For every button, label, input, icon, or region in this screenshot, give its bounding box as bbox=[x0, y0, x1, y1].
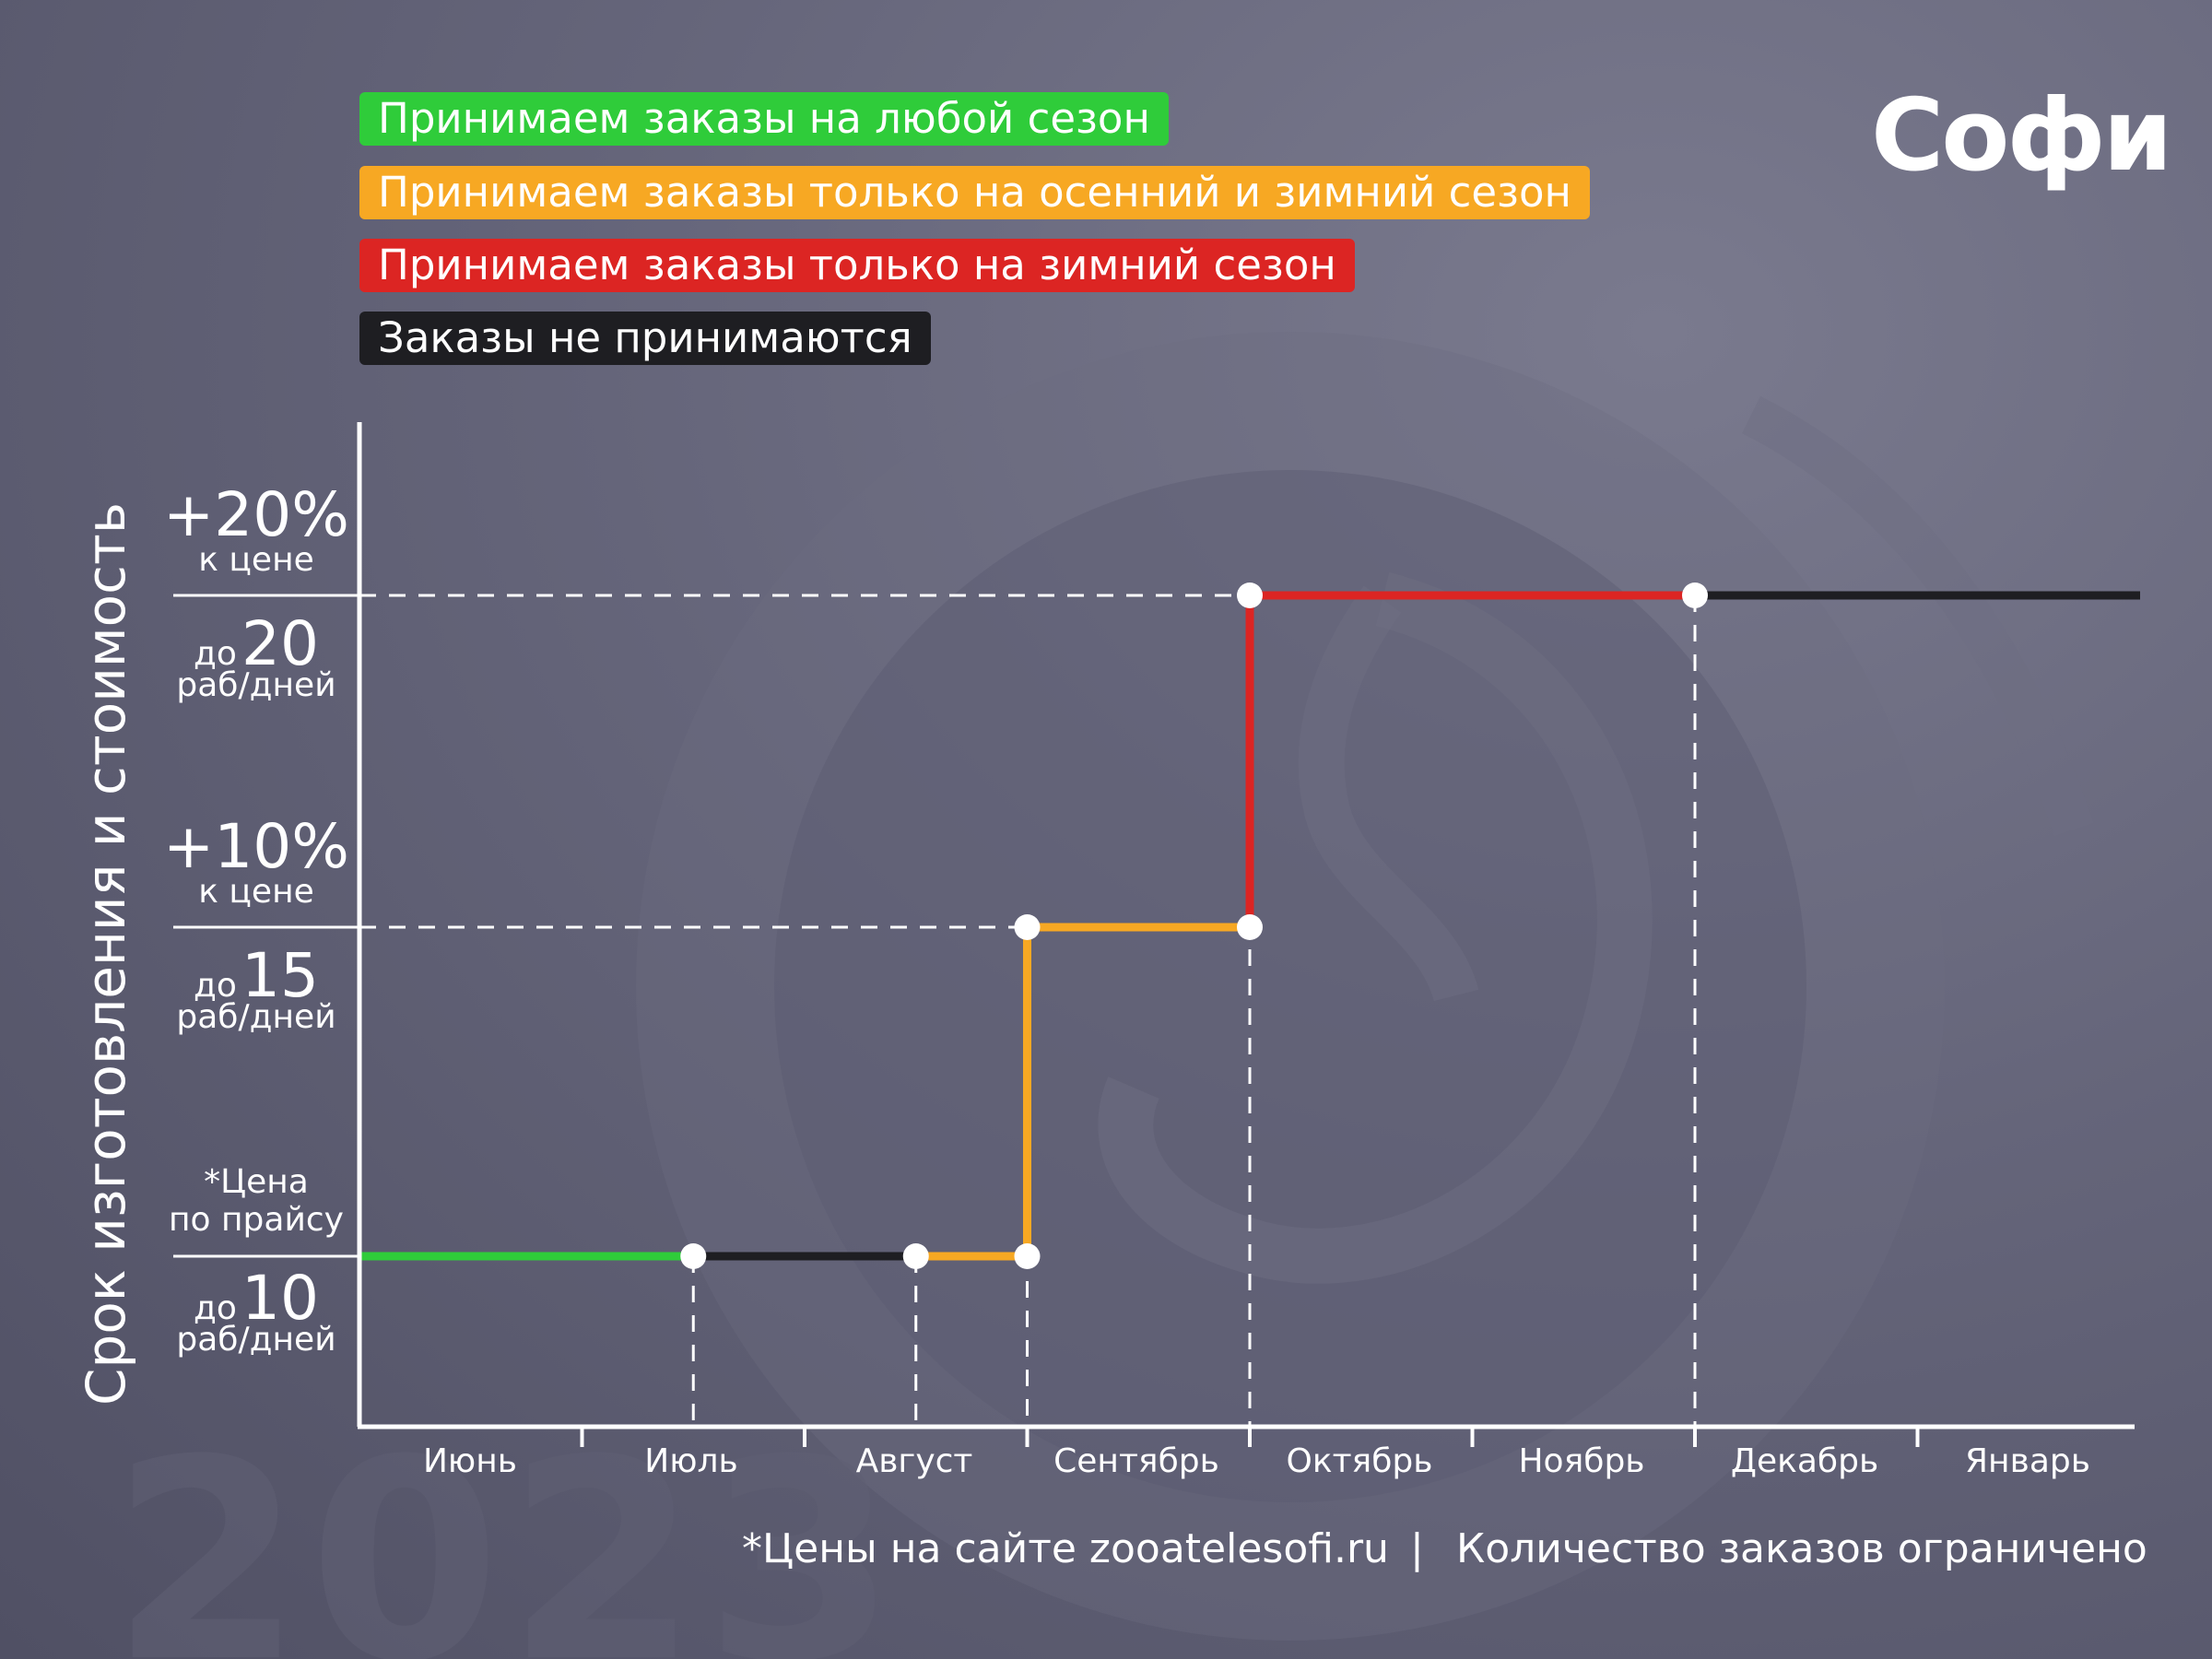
days-value: 10 bbox=[241, 1263, 319, 1334]
price-label-10: *Цена по прайсу bbox=[136, 1163, 376, 1239]
price-value: +10% bbox=[163, 811, 349, 882]
tick-label-september: Сентябрь bbox=[1053, 1442, 1219, 1480]
price-label-15: +10% к цене bbox=[136, 811, 376, 911]
legend-winter-only: Принимаем заказы только на зимний сезон bbox=[359, 239, 1355, 292]
days-prefix: до bbox=[194, 967, 237, 1005]
data-point-3 bbox=[1014, 914, 1041, 940]
price-value: *Цена bbox=[204, 1163, 309, 1201]
tick-label-july: Июль bbox=[644, 1442, 738, 1480]
watermark-year: 2023 bbox=[111, 1401, 902, 1659]
footer-prices-note: *Цены на сайте zooatelesofi.ru bbox=[742, 1525, 1389, 1572]
data-point-2 bbox=[1014, 1243, 1041, 1269]
days-prefix: до bbox=[194, 1289, 237, 1327]
tick-label-november: Ноябрь bbox=[1518, 1442, 1645, 1480]
data-point-1 bbox=[902, 1243, 929, 1269]
tick-label-august: Август bbox=[855, 1442, 973, 1480]
data-point-5 bbox=[1237, 582, 1263, 608]
price-note: к цене bbox=[198, 873, 314, 911]
days-value: 20 bbox=[241, 608, 319, 679]
legend-autumn-winter: Принимаем заказы только на осенний и зим… bbox=[359, 166, 1590, 219]
brand-logo: Софи bbox=[1871, 78, 2172, 194]
days-label-15: до 15 раб/дней bbox=[136, 940, 376, 1036]
legend-not-accepted: Заказы не принимаются bbox=[359, 312, 931, 365]
days-label-10: до 10 раб/дней bbox=[136, 1263, 376, 1359]
days-value: 15 bbox=[241, 940, 319, 1011]
footer-separator: | bbox=[1410, 1525, 1424, 1572]
price-note: по прайсу bbox=[169, 1201, 344, 1239]
price-label-20: +20% к цене bbox=[136, 479, 376, 579]
price-note: к цене bbox=[198, 541, 314, 579]
days-prefix: до bbox=[194, 635, 237, 673]
data-point-6 bbox=[1682, 582, 1708, 608]
data-point-0 bbox=[680, 1243, 707, 1269]
tick-label-october: Октябрь bbox=[1286, 1442, 1433, 1480]
days-label-20: до 20 раб/дней bbox=[136, 608, 376, 704]
days-unit: раб/дней bbox=[176, 998, 336, 1036]
days-unit: раб/дней bbox=[176, 1321, 336, 1359]
footer-limited-note: Количество заказов ограничено bbox=[1456, 1525, 2147, 1572]
tick-label-january: Январь bbox=[1965, 1442, 2090, 1480]
tick-label-december: Декабрь bbox=[1730, 1442, 1879, 1480]
days-unit: раб/дней bbox=[176, 666, 336, 704]
price-value: +20% bbox=[163, 479, 349, 550]
legend-any-season: Принимаем заказы на любой сезон bbox=[359, 92, 1169, 146]
data-point-4 bbox=[1237, 914, 1263, 940]
tick-label-june: Июнь bbox=[423, 1442, 517, 1480]
